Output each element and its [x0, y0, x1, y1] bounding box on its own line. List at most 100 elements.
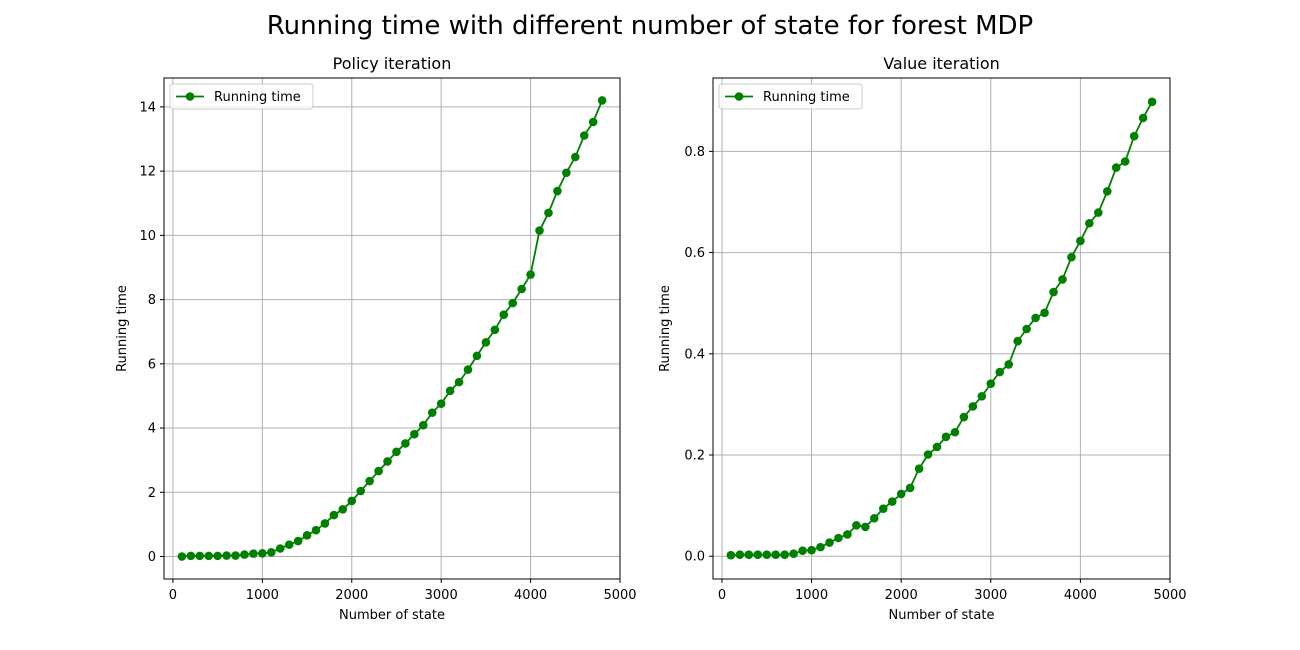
policy-data-point — [338, 505, 348, 514]
policy-legend-box — [169, 83, 314, 110]
value-x-tick-label: 5000 — [1153, 588, 1186, 603]
value-data-point — [932, 442, 942, 452]
value-x-tick-label: 0 — [718, 588, 726, 603]
value-data-point — [887, 497, 897, 506]
value-legend-label: Running time — [763, 90, 850, 105]
policy-data-point — [311, 525, 321, 535]
figure-title: Running time with different number of st… — [267, 11, 1033, 41]
policy-y-tick-label: 2 — [148, 486, 156, 501]
policy-y-tick-label: 12 — [139, 165, 156, 180]
value-data-point — [1031, 313, 1040, 323]
value-data-point — [977, 392, 987, 401]
value-data-point — [1138, 113, 1148, 123]
policy-x-tick-label: 1000 — [246, 588, 279, 603]
policy-data-point — [517, 284, 526, 294]
policy-grid — [164, 78, 621, 579]
policy-data-point — [347, 496, 357, 506]
value-data-point — [1076, 236, 1085, 246]
value-data-point — [798, 546, 807, 555]
policy-iteration-chart: 0 1000 2000 3000 4000 5000 0 2 4 6 8 10 12 14 Policy i… — [115, 54, 637, 623]
value-data-point — [816, 542, 825, 552]
policy-data-point — [186, 551, 196, 561]
value-chart-title: Value iteration — [883, 54, 1000, 73]
policy-legend-label: Running time — [214, 90, 301, 105]
value-data-point — [986, 379, 996, 388]
policy-data-point — [597, 96, 607, 105]
policy-x-tick-label: 2000 — [335, 588, 368, 603]
policy-x-tick-label: 0 — [169, 588, 177, 603]
policy-y-tick-label: 4 — [148, 422, 156, 437]
policy-axes-frame — [163, 77, 621, 580]
policy-data-point — [374, 466, 383, 476]
policy-data-point — [392, 447, 401, 457]
value-data-point — [959, 412, 969, 422]
value-data-point — [1085, 218, 1094, 228]
policy-legend: Running time — [169, 83, 314, 110]
value-data-point — [1120, 157, 1130, 166]
value-legend-box — [718, 83, 863, 110]
policy-data-point — [436, 399, 446, 408]
value-y-tick-label: 0.8 — [684, 145, 705, 160]
value-data-point — [941, 432, 951, 442]
policy-data-point — [329, 510, 339, 520]
policy-y-tick-label: 10 — [139, 229, 156, 244]
policy-data-point — [535, 226, 544, 235]
value-data-point — [834, 533, 843, 543]
value-data-point — [789, 549, 798, 558]
policy-x-tick-label: 4000 — [514, 588, 547, 603]
value-data-point — [950, 427, 960, 437]
value-x-tick-label: 1000 — [795, 588, 828, 603]
value-x-axis-label: Number of state — [889, 608, 995, 623]
policy-y-tick-label: 8 — [148, 293, 156, 308]
value-data-point — [1094, 208, 1103, 217]
policy-y-tick-label: 6 — [148, 357, 156, 372]
value-data-point — [744, 550, 754, 560]
policy-data-point — [588, 117, 598, 127]
policy-data-point — [284, 540, 294, 549]
value-y-axis-label: Running time — [658, 285, 673, 372]
policy-legend-marker — [185, 92, 195, 101]
value-x-tick-label: 2000 — [885, 588, 918, 603]
policy-data-point — [275, 544, 285, 553]
value-data-point — [878, 504, 888, 513]
value-data-point — [1147, 97, 1157, 107]
value-data-point — [753, 550, 763, 560]
policy-data-point — [177, 552, 187, 561]
value-data-point — [1004, 360, 1014, 369]
policy-data-point — [427, 408, 437, 417]
policy-x-tick-label: 5000 — [603, 588, 636, 603]
policy-y-axis-label: Running time — [115, 285, 130, 372]
policy-data-point — [258, 549, 267, 558]
value-axes-frame — [712, 77, 1171, 580]
value-data-point — [726, 550, 736, 560]
value-legend-marker — [734, 92, 744, 101]
policy-data-point — [579, 131, 589, 140]
policy-chart-title: Policy iteration — [333, 54, 452, 73]
policy-data-point — [401, 439, 410, 448]
policy-x-tick-label: 3000 — [425, 588, 458, 603]
policy-data-point — [240, 550, 249, 559]
policy-data-point — [481, 338, 491, 347]
value-iteration-chart: 0 1000 2000 3000 4000 5000 0.0 0.2 0.4 0.6 0.8 Valu… — [658, 54, 1187, 623]
policy-data-point — [472, 351, 482, 361]
policy-data-point — [383, 457, 392, 466]
value-data-point — [914, 464, 924, 473]
value-data-point — [780, 550, 789, 560]
policy-y-tick-label: 0 — [148, 550, 156, 565]
policy-data-point — [249, 549, 258, 558]
value-y-tick-label: 0.0 — [684, 550, 705, 565]
value-data-point — [735, 550, 745, 560]
value-data-point — [1102, 187, 1112, 196]
value-data-point — [771, 550, 781, 560]
value-legend: Running time — [718, 83, 863, 110]
value-data-point — [852, 521, 861, 530]
policy-data-point — [463, 365, 473, 374]
policy-data-point — [195, 551, 205, 561]
policy-data-point — [445, 386, 455, 396]
value-data-point — [896, 489, 906, 499]
value-data-point — [1067, 252, 1076, 262]
policy-data-point — [320, 519, 330, 528]
policy-data-point — [508, 298, 518, 308]
value-data-point — [1049, 287, 1058, 297]
value-y-tick-label: 0.4 — [684, 347, 705, 362]
